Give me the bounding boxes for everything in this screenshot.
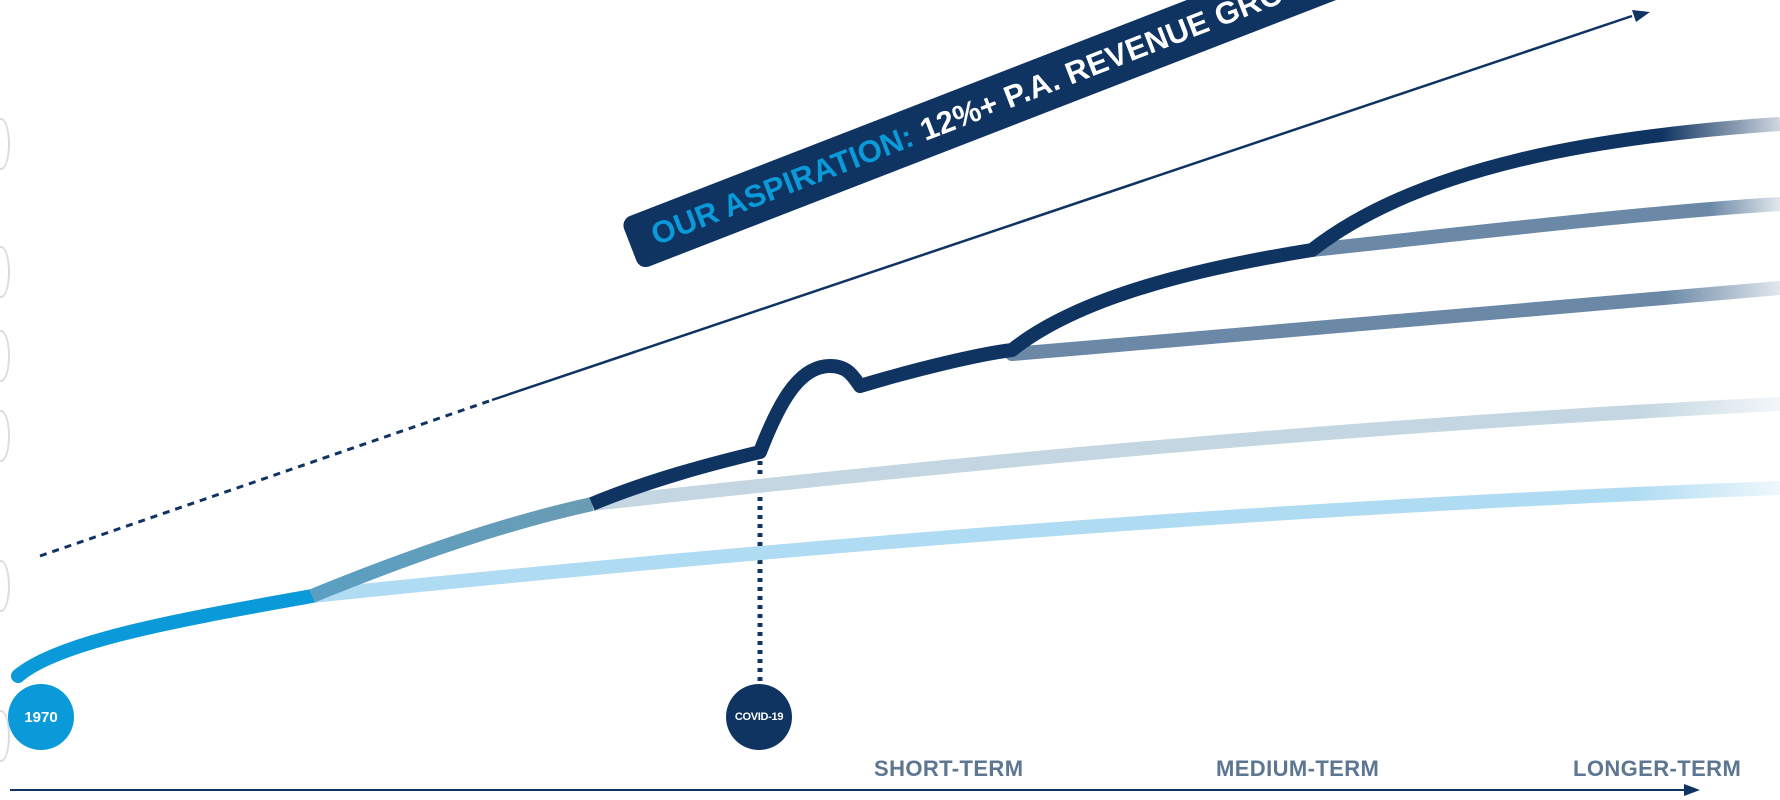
aspiration-solid-line [491,14,1633,402]
scenario-line-low [305,481,1780,603]
time-axis-arrowhead [1684,784,1700,796]
medium-term-label: MEDIUM-TERM [1216,756,1380,781]
aspiration-dashed-line [39,398,493,558]
scenario-line-mid-low [585,397,1780,511]
covid-marker: COVID-19 [726,684,792,750]
longer-term-label: LONGER-TERM [1573,756,1742,781]
transition-growth-line [309,497,594,603]
scenario-line-mid [1005,281,1780,361]
historic-growth-line [11,589,319,683]
scenario-line-mid-high [1305,197,1780,257]
main-growth-path [589,117,1780,511]
aspiration-arrowhead [1632,10,1650,22]
short-term-label: SHORT-TERM [874,756,1024,781]
start-year-marker: 1970 [8,684,74,750]
